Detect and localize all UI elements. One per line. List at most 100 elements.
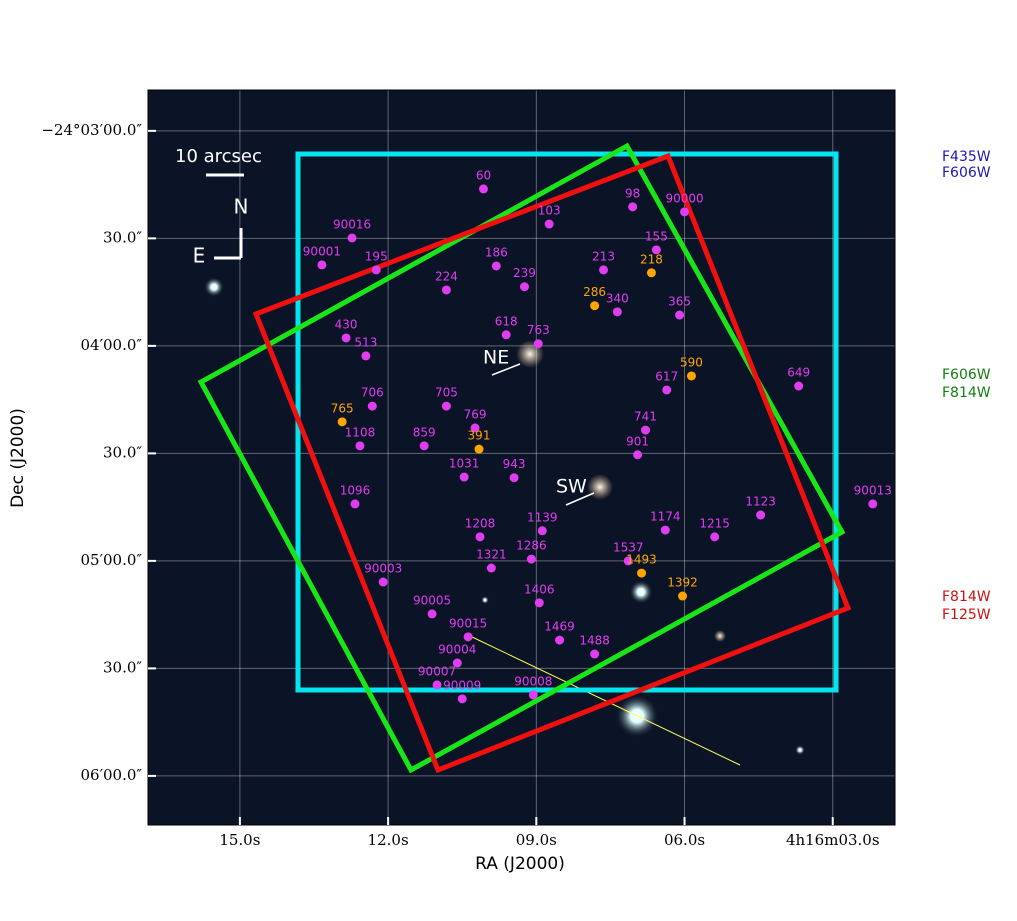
galaxy-point <box>646 268 656 278</box>
galaxy-label: 90004 <box>438 643 476 657</box>
galaxy-point <box>361 351 371 361</box>
galaxy-point <box>612 307 622 317</box>
footprint-label: F125W <box>942 607 991 623</box>
stars <box>204 277 805 766</box>
sw-arrow <box>565 492 595 506</box>
galaxy-point <box>441 285 451 295</box>
galaxy-point <box>756 510 766 520</box>
y-tick-label: 30.0″ <box>103 443 142 461</box>
galaxy-label: 1108 <box>345 425 376 439</box>
galaxy-label: 706 <box>361 386 384 400</box>
galaxy-point <box>337 417 347 427</box>
footprint-label: F814W <box>942 589 991 605</box>
galaxy-label: 901 <box>626 434 649 448</box>
galaxy-point <box>317 260 327 270</box>
galaxy-point <box>441 401 451 411</box>
galaxy-label: 1406 <box>524 582 555 596</box>
galaxy-label: 1537 <box>613 540 644 554</box>
scale-label: 10 arcsec <box>175 146 262 167</box>
north-label: N <box>234 195 249 219</box>
galaxy-label: 90013 <box>854 483 892 497</box>
x-axis-label: RA (J2000) <box>475 854 565 874</box>
galaxy-point <box>463 632 473 642</box>
sw-label: SW <box>556 476 587 498</box>
galaxy-label: 365 <box>668 295 691 309</box>
galaxy-point <box>475 532 485 542</box>
galaxy-label: 186 <box>485 245 508 259</box>
points: 60 90016 90001 195 186 103 98 90000 155 213 239 224… <box>303 168 892 704</box>
galaxy-point <box>457 694 467 704</box>
footprint-label: F435W <box>942 149 991 165</box>
galaxy-label: 1488 <box>579 634 610 648</box>
galaxy-point <box>641 425 651 435</box>
galaxy-point <box>662 385 672 395</box>
galaxy-point <box>675 310 685 320</box>
galaxy-point <box>378 577 388 587</box>
axes: 15.0s 12.0s 09.0s 06.0s 4h16m03.0s −24°03′00.… <box>41 121 879 849</box>
galaxy-label: 391 <box>468 429 491 443</box>
x-tick-label: 12.0s <box>368 831 409 849</box>
galaxy-point <box>680 207 690 217</box>
galaxy-label: 213 <box>592 249 615 263</box>
footprint-label: F814W <box>942 385 991 401</box>
galaxy-label: 1123 <box>745 495 776 509</box>
galaxy-label: 195 <box>365 249 388 263</box>
galaxy-label: 769 <box>464 407 487 421</box>
galaxy-label: 1286 <box>516 539 547 553</box>
galaxy-label: 60 <box>476 168 491 182</box>
galaxy-point <box>528 690 538 700</box>
galaxy-label: 90009 <box>443 678 481 692</box>
galaxy-point <box>678 591 688 601</box>
galaxy-point <box>623 556 633 566</box>
galaxy-point <box>526 554 536 564</box>
galaxy-label: 239 <box>513 266 536 280</box>
galaxy-point <box>452 658 462 668</box>
galaxy-label: 741 <box>634 410 657 424</box>
galaxy-label: 1139 <box>527 510 558 524</box>
galaxy-label: 1215 <box>699 516 730 530</box>
galaxy-point <box>427 609 437 619</box>
galaxy-label: 1392 <box>667 576 698 590</box>
y-tick-label: −24°03′00.0″ <box>41 121 142 139</box>
galaxy-label: 618 <box>495 314 518 328</box>
y-tick-label: 06′00.0″ <box>81 766 143 784</box>
galaxy-point <box>590 649 600 659</box>
galaxy-point <box>660 525 670 535</box>
galaxy-label: 1174 <box>650 510 681 524</box>
galaxy-label: 430 <box>335 317 358 331</box>
footprint-f814w-f125w <box>252 152 852 774</box>
galaxy-point <box>371 265 381 275</box>
galaxy-point <box>355 441 365 451</box>
galaxy-label: 943 <box>503 457 526 471</box>
frame <box>147 89 896 826</box>
galaxy-point <box>519 282 529 292</box>
galaxy-label: 218 <box>640 252 663 266</box>
galaxy-label: 98 <box>625 186 640 200</box>
x-tick-label: 4h16m03.0s <box>786 831 880 849</box>
galaxy-point <box>509 473 519 483</box>
galaxy-label: 340 <box>606 291 629 305</box>
y-axis-label: Dec (J2000) <box>8 408 28 508</box>
galaxy-label: 90008 <box>514 674 552 688</box>
galaxy-point <box>537 526 547 536</box>
galaxy-point <box>367 401 377 411</box>
galaxy-point <box>633 450 643 460</box>
galaxy-point <box>341 333 351 343</box>
ne-label: NE <box>483 347 509 369</box>
x-tick-label: 06.0s <box>664 831 705 849</box>
galaxy-point <box>534 598 544 608</box>
galaxy-label: 590 <box>680 355 703 369</box>
galaxy-point <box>544 219 554 229</box>
galaxy-point <box>533 339 543 349</box>
galaxy-point <box>628 202 638 212</box>
galaxy-label: 286 <box>583 285 606 299</box>
y-tick-label: 30.0″ <box>103 228 142 246</box>
x-tick-label: 09.0s <box>516 831 557 849</box>
galaxy-point <box>590 301 600 311</box>
galaxy-label: 1208 <box>465 516 496 530</box>
galaxy-label: 90003 <box>364 562 402 576</box>
galaxy-label: 90007 <box>418 664 456 678</box>
galaxy-point <box>478 184 488 194</box>
galaxy-point <box>419 441 429 451</box>
